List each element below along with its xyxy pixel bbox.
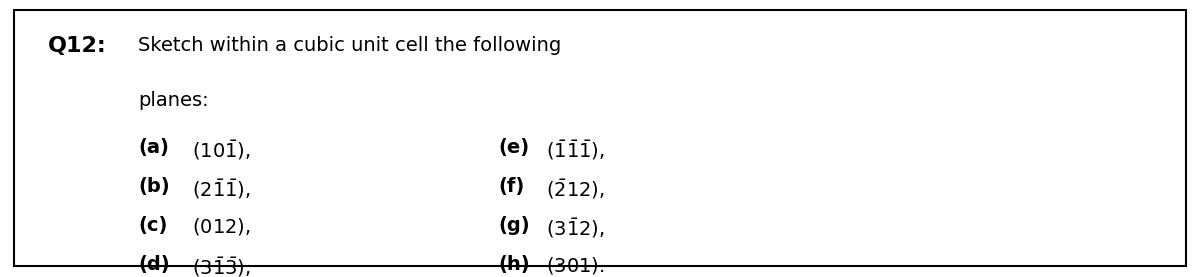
Text: (h): (h) [498,255,529,274]
Text: (d): (d) [138,255,169,274]
Text: $(3\bar{1}\bar{3})$,: $(3\bar{1}\bar{3})$, [192,255,251,277]
Text: (g): (g) [498,216,529,235]
Text: (c): (c) [138,216,167,235]
Text: $(\bar{2}12)$,: $(\bar{2}12)$, [546,177,605,201]
Text: $(\bar{1}\bar{1}\bar{1})$,: $(\bar{1}\bar{1}\bar{1})$, [546,138,605,162]
Text: planes:: planes: [138,91,209,111]
Text: $(301)$.: $(301)$. [546,255,605,276]
Text: $(3\bar{1}2)$,: $(3\bar{1}2)$, [546,216,605,240]
Text: (b): (b) [138,177,169,196]
Text: Q12:: Q12: [48,36,107,56]
Text: (e): (e) [498,138,529,158]
Text: (a): (a) [138,138,169,158]
Text: $(2\bar{1}\bar{1})$,: $(2\bar{1}\bar{1})$, [192,177,251,201]
Text: $(012)$,: $(012)$, [192,216,251,237]
Text: $(10\bar{1})$,: $(10\bar{1})$, [192,138,251,162]
Text: Sketch within a cubic unit cell the following: Sketch within a cubic unit cell the foll… [138,36,562,55]
Text: (f): (f) [498,177,524,196]
